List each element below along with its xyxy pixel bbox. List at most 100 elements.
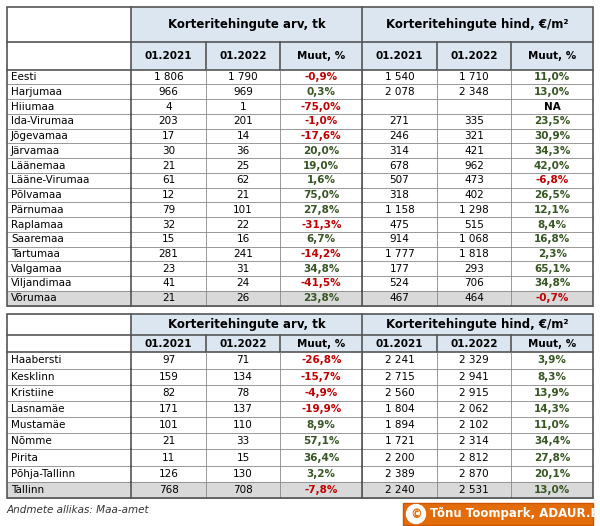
Bar — [7, 449, 593, 466]
Text: 2 078: 2 078 — [385, 87, 414, 97]
Text: 14,3%: 14,3% — [534, 404, 571, 414]
Text: 293: 293 — [464, 264, 484, 274]
Bar — [7, 7, 131, 42]
Text: 30: 30 — [162, 146, 175, 156]
Text: 14: 14 — [236, 131, 250, 141]
Text: -0,9%: -0,9% — [305, 72, 338, 82]
Text: 2 102: 2 102 — [459, 420, 489, 430]
Text: 467: 467 — [389, 293, 409, 304]
Text: Kesklinn: Kesklinn — [11, 371, 55, 381]
Text: 01.2022: 01.2022 — [450, 51, 498, 61]
Bar — [7, 99, 593, 114]
Text: 1 806: 1 806 — [154, 72, 184, 82]
Text: -4,9%: -4,9% — [305, 388, 338, 398]
Text: 768: 768 — [158, 485, 179, 495]
Text: 1: 1 — [240, 102, 247, 112]
Bar — [7, 336, 593, 352]
Text: 1 804: 1 804 — [385, 404, 414, 414]
Text: 1 790: 1 790 — [229, 72, 258, 82]
Text: 2 062: 2 062 — [459, 404, 489, 414]
Text: 41: 41 — [162, 278, 175, 288]
Text: Põlvamaa: Põlvamaa — [11, 190, 62, 200]
Text: 75,0%: 75,0% — [303, 190, 340, 200]
Bar — [131, 7, 362, 42]
Text: 2 200: 2 200 — [385, 452, 414, 462]
Text: Korteritehingute hind, €/m²: Korteritehingute hind, €/m² — [386, 18, 569, 31]
Text: Valgamaa: Valgamaa — [11, 264, 62, 274]
Text: 101: 101 — [159, 420, 178, 430]
Text: 34,4%: 34,4% — [534, 437, 571, 447]
Text: 16,8%: 16,8% — [534, 234, 570, 244]
Text: 2 241: 2 241 — [385, 356, 415, 366]
Text: 4: 4 — [165, 102, 172, 112]
Text: 2 348: 2 348 — [459, 87, 489, 97]
Text: 171: 171 — [158, 404, 179, 414]
Text: Jõgevamaa: Jõgevamaa — [11, 131, 69, 141]
Bar — [7, 217, 593, 232]
Text: 126: 126 — [158, 469, 179, 479]
Text: 11,0%: 11,0% — [534, 420, 570, 430]
Text: 8,4%: 8,4% — [538, 219, 567, 229]
Text: 0,3%: 0,3% — [307, 87, 336, 97]
Text: 97: 97 — [162, 356, 175, 366]
Text: 25: 25 — [236, 160, 250, 170]
Text: 24: 24 — [236, 278, 250, 288]
Bar — [7, 42, 593, 70]
Text: 241: 241 — [233, 249, 253, 259]
Text: 82: 82 — [162, 388, 175, 398]
Text: 678: 678 — [389, 160, 409, 170]
Text: 3,2%: 3,2% — [307, 469, 336, 479]
Text: 78: 78 — [236, 388, 250, 398]
Text: Tallinn: Tallinn — [11, 485, 44, 495]
Text: Nõmme: Nõmme — [11, 437, 52, 447]
Bar — [7, 261, 593, 276]
Text: 65,1%: 65,1% — [534, 264, 570, 274]
Text: 914: 914 — [389, 234, 409, 244]
Bar — [362, 7, 593, 42]
Text: 34,3%: 34,3% — [534, 146, 571, 156]
Text: Saaremaa: Saaremaa — [11, 234, 64, 244]
Bar — [7, 417, 593, 433]
Bar — [7, 276, 593, 291]
Text: 1,6%: 1,6% — [307, 175, 336, 185]
Text: 21: 21 — [162, 293, 175, 304]
Text: 16: 16 — [236, 234, 250, 244]
Text: Korteritehingute hind, €/m²: Korteritehingute hind, €/m² — [386, 318, 569, 331]
Text: 22: 22 — [236, 219, 250, 229]
Text: 42,0%: 42,0% — [534, 160, 571, 170]
Text: 34,8%: 34,8% — [303, 264, 340, 274]
Text: 3,9%: 3,9% — [538, 356, 566, 366]
Text: Lääne-Virumaa: Lääne-Virumaa — [11, 175, 89, 185]
Text: 33: 33 — [236, 437, 250, 447]
Text: 321: 321 — [464, 131, 484, 141]
Text: 1 540: 1 540 — [385, 72, 414, 82]
Bar — [7, 466, 593, 482]
Text: 20,0%: 20,0% — [303, 146, 340, 156]
Text: 281: 281 — [158, 249, 179, 259]
Text: 23,5%: 23,5% — [534, 116, 570, 126]
Text: 01.2022: 01.2022 — [220, 51, 267, 61]
Text: Pärnumaa: Pärnumaa — [11, 205, 64, 215]
Bar — [7, 70, 593, 85]
Text: 13,0%: 13,0% — [534, 485, 570, 495]
Text: -31,3%: -31,3% — [301, 219, 341, 229]
Text: 2 812: 2 812 — [459, 452, 489, 462]
Bar — [7, 433, 593, 449]
Text: 708: 708 — [233, 485, 253, 495]
Text: Muut, %: Muut, % — [297, 51, 346, 61]
Text: 23,8%: 23,8% — [303, 293, 340, 304]
Text: 159: 159 — [158, 371, 179, 381]
Bar — [7, 173, 593, 188]
Bar — [7, 313, 131, 336]
Text: 2 314: 2 314 — [459, 437, 489, 447]
Text: 2 715: 2 715 — [385, 371, 415, 381]
Text: 473: 473 — [464, 175, 484, 185]
Text: 1 298: 1 298 — [459, 205, 489, 215]
Bar — [7, 482, 593, 498]
Text: Mustamäe: Mustamäe — [11, 420, 65, 430]
Text: 2 329: 2 329 — [459, 356, 489, 366]
Text: 2 560: 2 560 — [385, 388, 414, 398]
Bar — [7, 158, 593, 173]
Text: -26,8%: -26,8% — [301, 356, 341, 366]
Text: 01.2021: 01.2021 — [376, 339, 423, 349]
